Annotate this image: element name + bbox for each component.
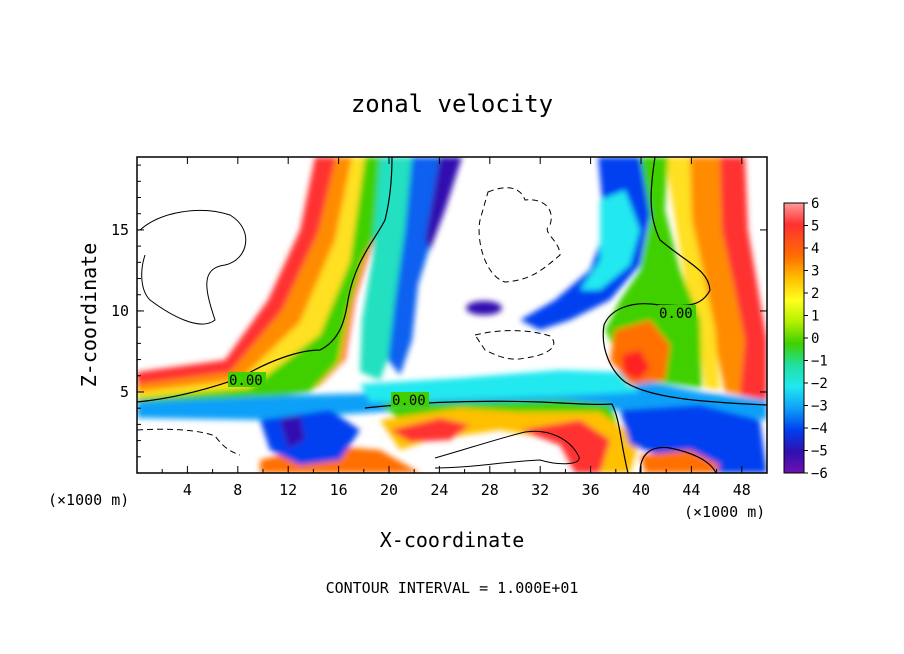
colorbar-tick-label: −1 (811, 354, 828, 370)
x-tick-label: 24 (430, 481, 448, 499)
band-right-cyan (580, 190, 640, 290)
y-tick-label: 10 (111, 302, 129, 320)
colorbar-tick-label: −3 (811, 399, 828, 415)
contour-label-left: 0.00 (229, 373, 263, 389)
contour-dashed-lower (474, 330, 555, 360)
x-axis-title: X-coordinate (380, 528, 525, 552)
colorbar-ticks: 6 5 4 3 2 1 0 −1 −2 −3 −4 −5 −6 (804, 196, 828, 482)
x-tick-label: 4 (183, 481, 192, 499)
contour-zero-right (602, 157, 767, 406)
band-low-cyan (360, 370, 640, 402)
band-right-yellow (665, 157, 720, 390)
colorbar-tick-label: −2 (811, 376, 828, 392)
x-tick-label: 40 (632, 481, 650, 499)
band-left-green (137, 157, 392, 418)
colorbar-tick-label: 0 (811, 331, 819, 347)
x-axis: 4 8 12 16 20 24 28 32 36 40 44 48 (161, 157, 751, 499)
contour-zero-low (364, 400, 629, 473)
colorbar-tick-label: −4 (811, 421, 828, 437)
contour-top-left (139, 209, 247, 325)
x-unit-label-right: (×1000 m) (684, 503, 765, 521)
contour-label-right: 0.00 (659, 306, 693, 322)
colorbar-tick-label: 6 (811, 196, 819, 212)
x-tick-label: 48 (733, 481, 751, 499)
contour-interval-footer: CONTOUR INTERVAL = 1.000E+01 (326, 579, 579, 597)
colorbar-tick-label: 3 (811, 264, 819, 280)
band-surface-red (390, 418, 610, 473)
y-axis-title: Z-coordinate (77, 243, 101, 388)
x-unit-label-left: (×1000 m) (48, 491, 129, 509)
x-tick-label: 28 (481, 481, 499, 499)
y-axis: 5 10 15 (111, 164, 767, 458)
plot-frame (136, 156, 768, 474)
colorbar-tick-label: 1 (811, 309, 819, 325)
x-tick-label: 16 (330, 481, 348, 499)
colorbar-tick-label: 2 (811, 286, 819, 302)
contour-zero-left (137, 157, 393, 403)
y-tick-label: 15 (111, 221, 129, 239)
chart-title: zonal velocity (351, 90, 553, 118)
band-right-orange (680, 157, 745, 395)
core-right-red (622, 350, 650, 380)
contour-zero-lowright (639, 446, 717, 473)
contours (137, 157, 767, 473)
band-lowright-blue (620, 405, 767, 473)
contour-surface-mid (434, 430, 580, 469)
x-tick-label: 12 (279, 481, 297, 499)
heatmap-field: 0.00 0.00 0.00 (137, 157, 767, 473)
x-tick-label: 20 (380, 481, 398, 499)
x-tick-label: 44 (682, 481, 700, 499)
contour-labels: 0.00 0.00 0.00 (228, 305, 696, 409)
band-left-indigo (280, 415, 305, 448)
x-tick-label: 36 (582, 481, 600, 499)
contour-label-center: 0.00 (392, 393, 426, 409)
colorbar-tick-label: −5 (811, 444, 828, 460)
y-tick-label: 5 (120, 383, 129, 401)
colorbar (783, 202, 805, 474)
x-tick-label: 32 (531, 481, 549, 499)
colorbar-tick-label: 5 (811, 219, 819, 235)
band-lowright-warm (640, 450, 720, 473)
colorbar-tick-label: 4 (811, 241, 819, 257)
colorbar-tick-label: −6 (811, 466, 828, 482)
band-center-indigo (425, 157, 462, 250)
x-tick-label: 8 (233, 481, 242, 499)
blob-center-indigo (466, 301, 502, 315)
contour-dashed-upper (478, 187, 561, 283)
